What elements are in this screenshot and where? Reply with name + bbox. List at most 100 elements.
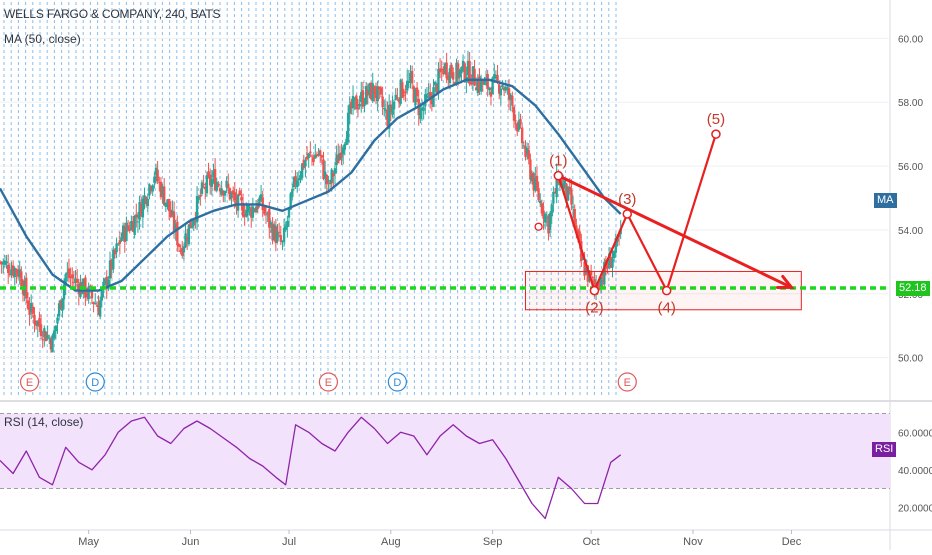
candle-body[interactable] xyxy=(504,86,507,91)
candle-body[interactable] xyxy=(387,104,391,129)
candle-body[interactable] xyxy=(215,181,218,191)
candle-body[interactable] xyxy=(501,84,504,87)
candle-body[interactable] xyxy=(67,268,71,278)
candle-body[interactable] xyxy=(560,176,563,188)
candle-body[interactable] xyxy=(92,302,95,304)
candle-body[interactable] xyxy=(233,192,237,201)
candle-body[interactable] xyxy=(94,303,97,305)
candle-body[interactable] xyxy=(332,173,335,177)
candle-body[interactable] xyxy=(61,298,64,311)
candle-body[interactable] xyxy=(64,274,67,286)
candle-body[interactable] xyxy=(460,67,463,74)
candle-body[interactable] xyxy=(44,331,48,342)
event-marker[interactable] xyxy=(19,372,40,392)
candle-body[interactable] xyxy=(379,87,383,95)
candle-body[interactable] xyxy=(246,204,250,213)
candle-body[interactable] xyxy=(123,226,126,242)
candle-body[interactable] xyxy=(97,304,100,315)
candle-body[interactable] xyxy=(585,267,588,274)
candle-body[interactable] xyxy=(52,330,56,339)
candle-body[interactable] xyxy=(470,81,473,85)
candle-body[interactable] xyxy=(530,176,534,182)
candle-body[interactable] xyxy=(204,186,207,190)
candle-body[interactable] xyxy=(192,220,195,226)
candle-body[interactable] xyxy=(245,209,248,217)
candle-body[interactable] xyxy=(256,203,260,209)
candle-body[interactable] xyxy=(223,191,227,196)
candle-body[interactable] xyxy=(140,203,143,217)
candle-body[interactable] xyxy=(522,145,526,147)
candle-body[interactable] xyxy=(310,155,314,157)
candle-body[interactable] xyxy=(281,241,284,243)
candle-body[interactable] xyxy=(516,123,519,132)
candle-body[interactable] xyxy=(143,195,146,202)
candle-body[interactable] xyxy=(412,86,416,103)
candle-body[interactable] xyxy=(363,103,366,106)
candle-body[interactable] xyxy=(571,206,575,208)
candle-body[interactable] xyxy=(445,62,448,79)
candle-body[interactable] xyxy=(458,70,461,78)
candle-body[interactable] xyxy=(463,63,466,81)
candle-body[interactable] xyxy=(474,87,478,91)
candle-body[interactable] xyxy=(312,157,315,162)
candle-body[interactable] xyxy=(406,80,409,91)
candle-body[interactable] xyxy=(420,107,424,111)
candle-body[interactable] xyxy=(248,206,251,209)
candle-body[interactable] xyxy=(573,209,576,226)
candle-body[interactable] xyxy=(519,119,522,125)
candle-body[interactable] xyxy=(71,274,74,279)
candle-body[interactable] xyxy=(397,98,401,103)
candle-body[interactable] xyxy=(292,177,296,188)
candle-body[interactable] xyxy=(489,91,493,97)
candle-body[interactable] xyxy=(176,221,179,246)
candle-body[interactable] xyxy=(131,221,135,232)
wave-point[interactable] xyxy=(589,285,600,296)
candle-body[interactable] xyxy=(0,262,3,264)
candle-body[interactable] xyxy=(62,284,66,300)
candle-body[interactable] xyxy=(317,153,320,155)
candle-body[interactable] xyxy=(435,83,438,93)
candle-body[interactable] xyxy=(314,154,317,159)
candle-body[interactable] xyxy=(110,259,113,271)
candle-body[interactable] xyxy=(517,120,521,130)
event-marker[interactable] xyxy=(387,372,407,392)
candle-body[interactable] xyxy=(355,95,358,110)
projection-arrow[interactable] xyxy=(557,174,793,289)
candle-body[interactable] xyxy=(611,258,614,268)
candle-body[interactable] xyxy=(356,107,360,110)
candle-body[interactable] xyxy=(442,68,445,75)
candle-body[interactable] xyxy=(31,306,35,314)
candle-body[interactable] xyxy=(10,269,13,275)
candle-body[interactable] xyxy=(374,91,378,99)
candle-body[interactable] xyxy=(87,286,90,300)
candle-body[interactable] xyxy=(177,244,181,247)
candle-body[interactable] xyxy=(479,78,483,92)
candle-body[interactable] xyxy=(166,199,169,205)
candle-body[interactable] xyxy=(266,212,269,214)
candle-body[interactable] xyxy=(341,147,345,155)
candle-body[interactable] xyxy=(208,174,212,186)
candle-body[interactable] xyxy=(8,273,12,276)
candle-body[interactable] xyxy=(296,180,299,188)
candle-body[interactable] xyxy=(507,88,511,100)
candle-body[interactable] xyxy=(338,152,342,160)
candle-body[interactable] xyxy=(282,228,286,243)
candle-body[interactable] xyxy=(172,211,176,232)
candle-body[interactable] xyxy=(126,225,130,229)
candle-body[interactable] xyxy=(102,281,105,288)
candle-body[interactable] xyxy=(297,178,301,181)
candle-body[interactable] xyxy=(77,284,81,295)
candle-body[interactable] xyxy=(319,150,322,156)
candle-body[interactable] xyxy=(103,278,107,283)
candle-body[interactable] xyxy=(57,303,61,317)
candle-body[interactable] xyxy=(578,231,581,244)
wave-point[interactable] xyxy=(553,170,564,181)
candle-body[interactable] xyxy=(345,138,348,145)
candle-body[interactable] xyxy=(16,270,20,277)
candle-body[interactable] xyxy=(220,188,223,195)
candle-body[interactable] xyxy=(322,159,325,179)
candle-body[interactable] xyxy=(391,105,394,115)
candle-body[interactable] xyxy=(593,279,596,287)
candle-body[interactable] xyxy=(202,183,205,185)
candle-body[interactable] xyxy=(378,86,381,90)
